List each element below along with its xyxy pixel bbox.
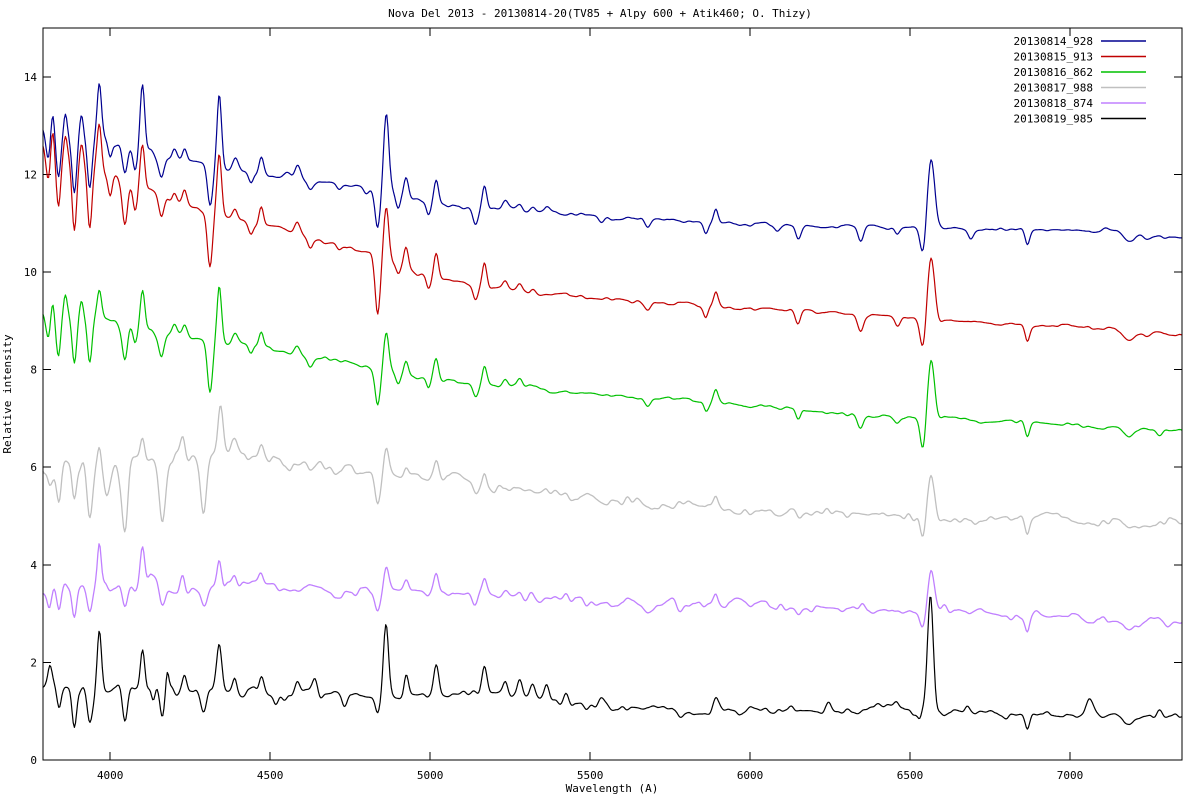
- spectrum-line-20130818_874: [42, 543, 1183, 633]
- spectrum-line-20130819_985: [42, 596, 1183, 730]
- spectrum-line-20130816_862: [42, 286, 1183, 448]
- x-tick-label: 5500: [577, 769, 604, 782]
- legend-item: 20130814_928: [1014, 35, 1146, 48]
- y-tick-label: 4: [30, 559, 37, 572]
- legend-item: 20130819_985: [1014, 113, 1146, 126]
- axis-ticks: 4000 4500 5000 5500 6000 6500 7000 0 2 4 6 8 10 12 14: [24, 28, 1182, 782]
- legend-label: 20130816_862: [1014, 66, 1093, 79]
- spectra-curves: [42, 83, 1183, 730]
- legend-item: 20130817_988: [1014, 82, 1146, 95]
- plot-border: [42, 27, 1183, 761]
- x-tick-label: 7000: [1057, 769, 1084, 782]
- x-axis-label: Wavelength (A): [566, 782, 659, 795]
- legend-label: 20130814_928: [1014, 35, 1093, 48]
- y-tick-label: 14: [24, 71, 38, 84]
- x-tick-label: 6000: [737, 769, 764, 782]
- legend-label: 20130815_913: [1014, 51, 1093, 64]
- y-tick-label: 0: [30, 754, 37, 767]
- spectrum-line-20130817_988: [42, 405, 1183, 537]
- legend: 20130814_928 20130815_913 20130816_862 2013…: [1014, 35, 1146, 126]
- legend-label: 20130818_874: [1014, 97, 1094, 110]
- y-tick-label: 8: [30, 364, 37, 377]
- y-tick-label: 6: [30, 461, 37, 474]
- y-tick-label: 12: [24, 168, 37, 181]
- chart-title: Nova Del 2013 - 20130814-20(TV85 + Alpy …: [388, 7, 812, 20]
- x-tick-label: 4500: [257, 769, 284, 782]
- spectrum-line-20130815_913: [42, 123, 1183, 346]
- y-tick-label: 2: [30, 656, 37, 669]
- y-tick-label: 10: [24, 266, 37, 279]
- legend-item: 20130818_874: [1014, 97, 1146, 110]
- legend-label: 20130819_985: [1014, 113, 1093, 126]
- legend-item: 20130816_862: [1014, 66, 1146, 79]
- x-tick-label: 6500: [897, 769, 924, 782]
- legend-item: 20130815_913: [1014, 51, 1146, 64]
- x-tick-label: 4000: [97, 769, 124, 782]
- legend-label: 20130817_988: [1014, 82, 1093, 95]
- spectrum-line-20130814_928: [42, 83, 1183, 252]
- x-tick-label: 5000: [417, 769, 444, 782]
- y-axis-label: Relative intensity: [1, 334, 14, 454]
